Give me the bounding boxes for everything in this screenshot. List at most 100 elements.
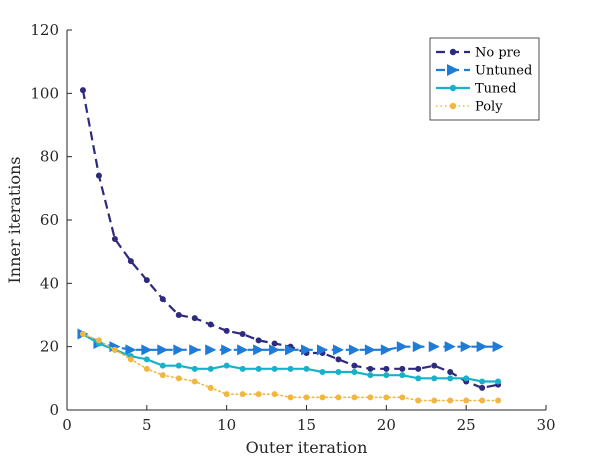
data-point — [303, 394, 310, 401]
legend-entry: No pre — [436, 46, 521, 61]
data-point — [367, 372, 374, 379]
legend-label: Untuned — [475, 64, 532, 79]
data-point — [253, 344, 265, 356]
data-point — [111, 346, 118, 353]
data-point — [159, 372, 166, 379]
data-point — [335, 356, 342, 363]
data-point — [335, 394, 342, 401]
data-point — [364, 344, 376, 356]
x-tick-label: 5 — [142, 416, 152, 434]
chart-series — [77, 87, 504, 404]
x-tick-label: 15 — [297, 416, 316, 434]
data-point — [159, 296, 166, 303]
data-point — [191, 365, 198, 372]
legend-label: No pre — [475, 46, 521, 61]
legend-entry: Untuned — [436, 64, 532, 79]
data-point — [319, 369, 326, 375]
data-point — [351, 394, 358, 401]
data-point — [173, 344, 185, 356]
data-point — [157, 344, 169, 356]
data-point — [271, 340, 278, 347]
chart-axes: 0 5 10 15 20 25 30 0 20 40 60 80 100 120 — [30, 21, 555, 434]
data-point — [460, 341, 472, 353]
series-untuned — [77, 328, 504, 356]
data-point — [175, 362, 182, 369]
data-point — [207, 365, 214, 372]
data-point — [383, 372, 390, 379]
data-point — [447, 375, 454, 382]
series-poly — [79, 331, 502, 404]
x-tick-label: 10 — [217, 416, 236, 434]
data-point — [285, 344, 297, 356]
data-point — [447, 369, 454, 375]
data-point — [303, 365, 310, 372]
legend-entry: Poly — [436, 100, 503, 115]
series-line — [81, 89, 499, 389]
data-point — [383, 394, 390, 401]
data-point — [189, 344, 201, 356]
data-point — [127, 258, 134, 265]
y-axis-title: Inner iterations — [5, 156, 24, 283]
data-point — [207, 321, 214, 328]
data-point — [383, 365, 390, 372]
data-point — [255, 365, 262, 372]
data-point — [495, 378, 502, 385]
x-tick-label: 30 — [536, 416, 555, 434]
data-point — [239, 391, 246, 398]
data-point — [367, 365, 374, 372]
data-point — [316, 344, 328, 356]
data-point — [396, 341, 408, 353]
chart-legend: No pre Untuned Tuned Poly — [429, 37, 540, 121]
data-point — [111, 236, 118, 242]
data-point — [479, 397, 486, 404]
data-point — [223, 391, 230, 398]
x-axis-title: Outer iteration — [246, 438, 368, 457]
data-point — [159, 362, 166, 369]
x-tick-label: 25 — [457, 416, 476, 434]
data-point — [239, 365, 246, 372]
data-point — [463, 397, 470, 404]
data-point — [191, 315, 198, 322]
data-point — [492, 341, 504, 353]
data-point — [412, 341, 424, 353]
data-point — [207, 384, 214, 391]
data-point — [351, 362, 358, 369]
legend-marker — [449, 84, 457, 92]
legend-entry: Tuned — [436, 82, 516, 97]
data-point — [271, 391, 278, 398]
data-point — [79, 87, 86, 94]
data-point — [431, 375, 438, 382]
data-point — [415, 375, 422, 382]
data-point — [143, 277, 150, 284]
data-point — [271, 365, 278, 372]
y-tick-label: 0 — [49, 401, 59, 419]
data-point — [125, 344, 137, 356]
data-point — [239, 331, 246, 337]
data-point — [447, 397, 454, 404]
data-point — [444, 341, 456, 353]
data-point — [332, 344, 344, 356]
data-point — [380, 344, 392, 356]
data-point — [476, 341, 488, 353]
data-point — [301, 344, 312, 356]
y-tick-label: 20 — [40, 338, 59, 356]
y-tick-label: 40 — [40, 274, 59, 292]
data-point — [143, 356, 150, 363]
data-point — [175, 375, 182, 382]
data-point — [415, 365, 422, 372]
data-point — [95, 337, 102, 344]
data-point — [431, 362, 438, 369]
y-tick-label: 120 — [30, 21, 59, 39]
legend-marker — [447, 64, 459, 76]
legend-box — [429, 37, 540, 121]
y-tick-label: 60 — [40, 211, 59, 229]
data-point — [287, 365, 294, 372]
series-tuned — [79, 331, 502, 385]
data-point — [95, 172, 102, 179]
legend-marker — [449, 102, 457, 110]
data-point — [237, 344, 249, 356]
data-point — [428, 341, 440, 353]
data-point — [415, 397, 422, 404]
data-point — [431, 397, 438, 404]
